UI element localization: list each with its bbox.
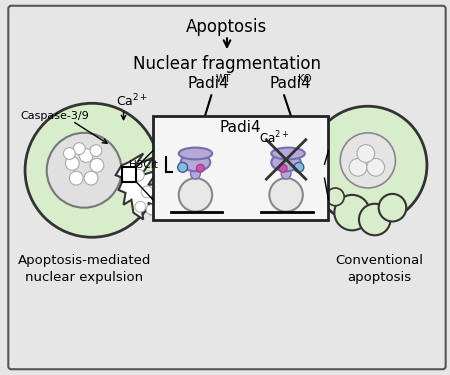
Circle shape [25,103,159,237]
Circle shape [357,145,375,162]
Circle shape [69,171,83,185]
Circle shape [367,159,385,176]
Bar [310,164,324,178]
Ellipse shape [281,167,291,179]
Text: Apoptosis-mediated
nuclear expulsion: Apoptosis-mediated nuclear expulsion [18,254,151,284]
Text: Padi4: Padi4 [220,120,261,135]
Circle shape [135,201,146,212]
Circle shape [90,159,104,172]
Circle shape [146,205,156,214]
FancyBboxPatch shape [8,6,446,369]
Text: Ca$^{2+}$: Ca$^{2+}$ [116,93,148,110]
Ellipse shape [179,148,212,159]
Text: Apoptosis: Apoptosis [186,18,268,36]
Ellipse shape [271,153,301,171]
Text: Ca$^{2+}$: Ca$^{2+}$ [258,129,289,146]
Circle shape [79,148,93,162]
Text: Padi4: Padi4 [188,76,229,91]
Circle shape [63,148,75,159]
Ellipse shape [181,153,210,171]
Text: Conventional
apoptosis: Conventional apoptosis [336,254,423,284]
Circle shape [279,164,287,172]
Circle shape [270,178,303,212]
Circle shape [47,133,122,208]
Bar [122,167,136,182]
Text: Padi4: Padi4 [270,76,311,91]
Circle shape [326,188,344,206]
Circle shape [197,164,204,172]
Circle shape [132,169,144,181]
Circle shape [349,159,367,176]
Circle shape [359,204,391,235]
Text: Caspase-3/9: Caspase-3/9 [20,111,89,121]
Circle shape [334,195,370,230]
Circle shape [90,145,102,156]
Ellipse shape [271,148,305,159]
Circle shape [178,162,188,172]
Circle shape [294,162,304,172]
Circle shape [309,106,427,225]
Text: Nuclear fragmentation: Nuclear fragmentation [133,55,321,73]
Ellipse shape [190,167,200,179]
Circle shape [179,178,212,212]
Circle shape [84,171,98,185]
Text: H3Cit: H3Cit [129,160,158,170]
Circle shape [340,133,396,188]
Circle shape [378,194,406,222]
Text: KO: KO [298,74,311,84]
Circle shape [73,142,85,154]
Polygon shape [116,153,161,219]
Circle shape [65,156,79,170]
Text: WT: WT [216,74,232,84]
Circle shape [141,186,153,198]
Bar [153,116,328,219]
